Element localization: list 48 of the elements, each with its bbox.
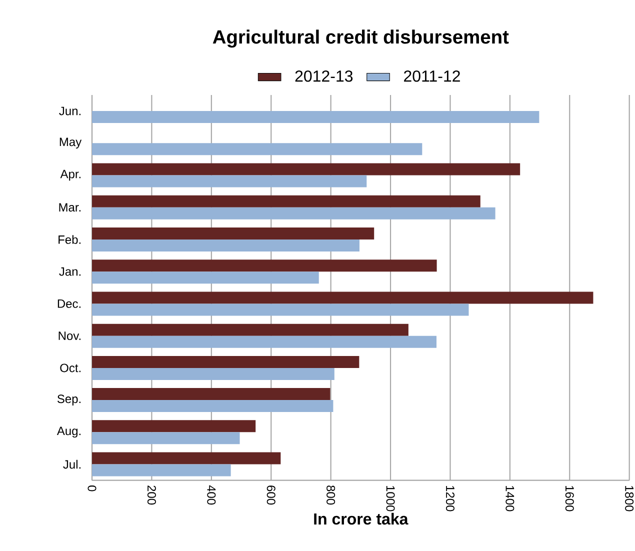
- bar: [92, 452, 281, 464]
- x-tick-label: 1600: [565, 486, 574, 512]
- x-tick-label: 800: [326, 486, 336, 505]
- bar: [92, 432, 240, 444]
- x-tick-label: 200: [147, 486, 156, 505]
- y-tick-label: Apr.: [60, 170, 81, 181]
- bar: [92, 240, 360, 252]
- y-tick-label: Nov.: [58, 332, 81, 340]
- y-tick-label: Jun.: [59, 106, 80, 116]
- y-tick-label: Aug.: [56, 426, 80, 438]
- chart-title: Agricultural credit disbursement: [212, 30, 509, 48]
- x-tick-label: 0: [88, 486, 96, 492]
- y-tick-label: Jul.: [63, 460, 80, 469]
- bar: [92, 304, 469, 316]
- y-tick-label: Mar.: [59, 203, 81, 212]
- y-tick-label: Sep.: [57, 394, 80, 406]
- x-tick-label: 1200: [446, 486, 454, 512]
- bar: [92, 420, 256, 432]
- bar: [92, 143, 422, 156]
- bar: [92, 228, 374, 240]
- bar: [92, 272, 319, 284]
- bar: [92, 336, 436, 348]
- bar: [92, 368, 334, 380]
- bar: [92, 388, 330, 400]
- bar: [92, 260, 437, 272]
- bar: [92, 324, 408, 336]
- legend-label: 2011-12: [404, 70, 460, 82]
- x-tick-label: 1000: [386, 486, 395, 512]
- bar: [92, 111, 540, 124]
- legend-label: 2012-13: [295, 70, 353, 82]
- y-tick-label: Jan.: [59, 267, 80, 276]
- x-tick-label: 600: [266, 486, 276, 505]
- x-tick-label: 400: [207, 485, 216, 505]
- x-axis-title: In crore taka: [314, 512, 408, 525]
- bar: [92, 464, 231, 476]
- x-tick-label: 1400: [506, 486, 514, 512]
- y-tick-label: May: [60, 138, 82, 149]
- y-tick-label: Oct.: [60, 364, 81, 372]
- bar: [92, 195, 480, 208]
- y-tick-label: Dec.: [58, 300, 80, 308]
- bar: [92, 163, 520, 176]
- bar: [92, 292, 594, 304]
- y-tick-label: Feb.: [58, 235, 80, 244]
- bar: [92, 400, 334, 412]
- x-tick-label: 1800: [625, 486, 634, 512]
- bar: [92, 207, 496, 220]
- bar: [92, 175, 367, 188]
- bar: [92, 356, 360, 368]
